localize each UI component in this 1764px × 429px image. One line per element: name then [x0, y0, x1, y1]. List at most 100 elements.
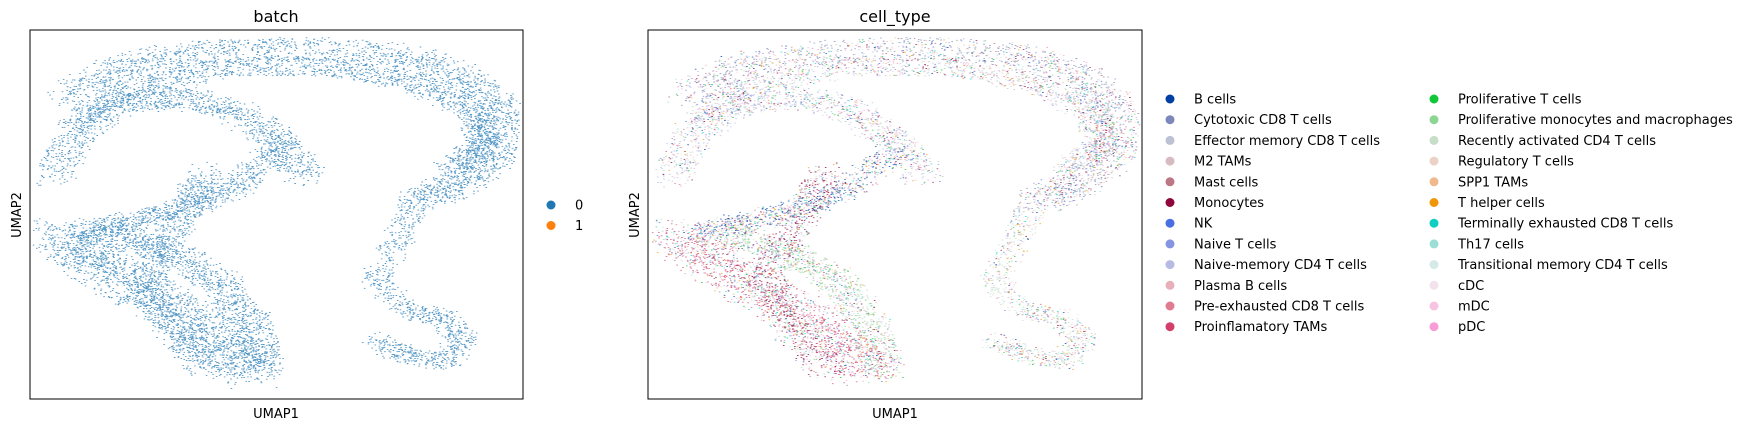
legend-item: Effector memory CD8 T cells [1165, 134, 1380, 149]
batch-y-axis-label: UMAP2 [10, 192, 25, 238]
legend-marker [1165, 322, 1175, 332]
legend-marker [1165, 156, 1175, 166]
legend-label: Effector memory CD8 T cells [1194, 134, 1380, 149]
legend-label: 0 [575, 199, 583, 214]
legend-marker [1429, 156, 1439, 166]
legend-label: pDC [1458, 320, 1485, 335]
legend-item: Proliferative T cells [1429, 93, 1582, 108]
scatter-point-group [661, 43, 1137, 378]
batch-plot-frame [29, 29, 524, 400]
cell-type-scatter-points [651, 37, 1141, 386]
cell-type-legend: B cells Cytotoxic CD8 T cells Effector mem… [1165, 93, 1733, 335]
legend-item: Terminally exhausted CD8 T cells [1429, 217, 1673, 232]
cell-type-plot-frame [647, 29, 1143, 400]
legend-item: SPP1 TAMs [1429, 175, 1528, 190]
legend-item: Naive T cells [1165, 237, 1277, 252]
legend-item: Pre-exhausted CD8 T cells [1165, 300, 1364, 315]
scatter-point-group [660, 37, 1139, 380]
legend-marker [1165, 301, 1175, 311]
scatter-point-group [656, 39, 1137, 382]
legend-label: Proliferative monocytes and macrophages [1458, 113, 1733, 128]
batch-panel: batch UMAP1 UMAP2 01 [10, 7, 583, 422]
legend-label: Monocytes [1194, 196, 1264, 211]
legend-marker [1165, 115, 1175, 125]
scatter-point-group [656, 40, 1133, 370]
legend-item: T helper cells [1429, 196, 1545, 211]
legend-item: B cells [1165, 93, 1236, 108]
legend-marker [546, 221, 556, 230]
legend-marker [1165, 239, 1175, 249]
legend-item: Recently activated CD4 T cells [1429, 134, 1656, 149]
legend-marker [1429, 177, 1439, 187]
legend-item: Monocytes [1165, 196, 1264, 211]
legend-label: Proinflamatory TAMs [1194, 320, 1328, 335]
legend-item: Proliferative monocytes and macrophages [1429, 113, 1733, 128]
legend-label: Naive-memory CD4 T cells [1194, 258, 1367, 273]
legend-label: Naive T cells [1194, 237, 1277, 252]
legend-marker [1429, 218, 1439, 228]
batch-legend: 01 [546, 199, 583, 234]
scatter-point-group [655, 37, 1131, 369]
legend-marker [1165, 177, 1175, 187]
legend-marker [1165, 280, 1175, 290]
legend-marker [1165, 94, 1175, 104]
legend-label: mDC [1458, 300, 1490, 315]
legend-label: M2 TAMs [1194, 155, 1252, 170]
legend-label: NK [1194, 217, 1213, 232]
legend-item: Proinflamatory TAMs [1165, 320, 1328, 335]
scatter-point-group [653, 39, 1125, 383]
legend-item: 0 [546, 199, 583, 214]
cell-type-title: cell_type [859, 7, 930, 27]
legend-label: T helper cells [1457, 196, 1545, 211]
legend-item: Mast cells [1165, 175, 1259, 190]
scatter-point-group [663, 38, 1141, 376]
legend-item: Th17 cells [1429, 237, 1524, 252]
legend-label: Proliferative T cells [1458, 93, 1582, 108]
legend-marker [1429, 301, 1439, 311]
legend-label: 1 [575, 219, 583, 234]
legend-marker [1429, 322, 1439, 332]
scatter-point-group [667, 38, 1135, 377]
batch-scatter-points [32, 36, 521, 389]
legend-marker [1165, 260, 1175, 270]
legend-label: Recently activated CD4 T cells [1458, 134, 1656, 149]
legend-marker [1429, 280, 1439, 290]
scatter-point-group [651, 42, 1135, 385]
legend-label: Cytotoxic CD8 T cells [1194, 113, 1332, 128]
legend-label: SPP1 TAMs [1458, 175, 1528, 190]
legend-item: NK [1165, 217, 1213, 232]
scatter-point-group [32, 36, 521, 389]
legend-item: Plasma B cells [1165, 279, 1287, 294]
batch-title: batch [253, 7, 298, 26]
legend-marker [1165, 135, 1175, 145]
legend-item: pDC [1429, 320, 1485, 335]
legend-item: Regulatory T cells [1429, 155, 1574, 170]
legend-label: Regulatory T cells [1458, 155, 1574, 170]
legend-marker [1429, 198, 1439, 207]
legend-label: Th17 cells [1457, 237, 1524, 252]
scatter-point-group [665, 40, 1138, 381]
legend-item: 1 [546, 219, 583, 234]
scatter-point-group [663, 45, 1139, 382]
legend-marker [1429, 239, 1439, 249]
legend-item: Transitional memory CD4 T cells [1429, 258, 1668, 273]
legend-label: Terminally exhausted CD8 T cells [1457, 217, 1673, 232]
cell-type-y-axis-label: UMAP2 [628, 192, 643, 238]
legend-label: B cells [1194, 93, 1236, 108]
legend-marker [1165, 218, 1175, 228]
legend-label: Mast cells [1194, 175, 1259, 190]
legend-label: cDC [1458, 279, 1484, 294]
scatter-point-group [658, 41, 1131, 382]
legend-marker [546, 200, 556, 210]
legend-marker [1429, 260, 1439, 270]
legend-item: cDC [1429, 279, 1484, 294]
legend-marker [1429, 115, 1439, 125]
scatter-point-group [661, 40, 1137, 384]
cell-type-panel: cell_type UMAP1 UMAP2 B cells Cytotoxic C… [628, 7, 1733, 422]
legend-item: mDC [1429, 300, 1490, 315]
legend-item: Cytotoxic CD8 T cells [1165, 113, 1332, 128]
legend-item: M2 TAMs [1165, 155, 1252, 170]
legend-marker [1429, 135, 1439, 145]
legend-label: Plasma B cells [1194, 279, 1287, 294]
